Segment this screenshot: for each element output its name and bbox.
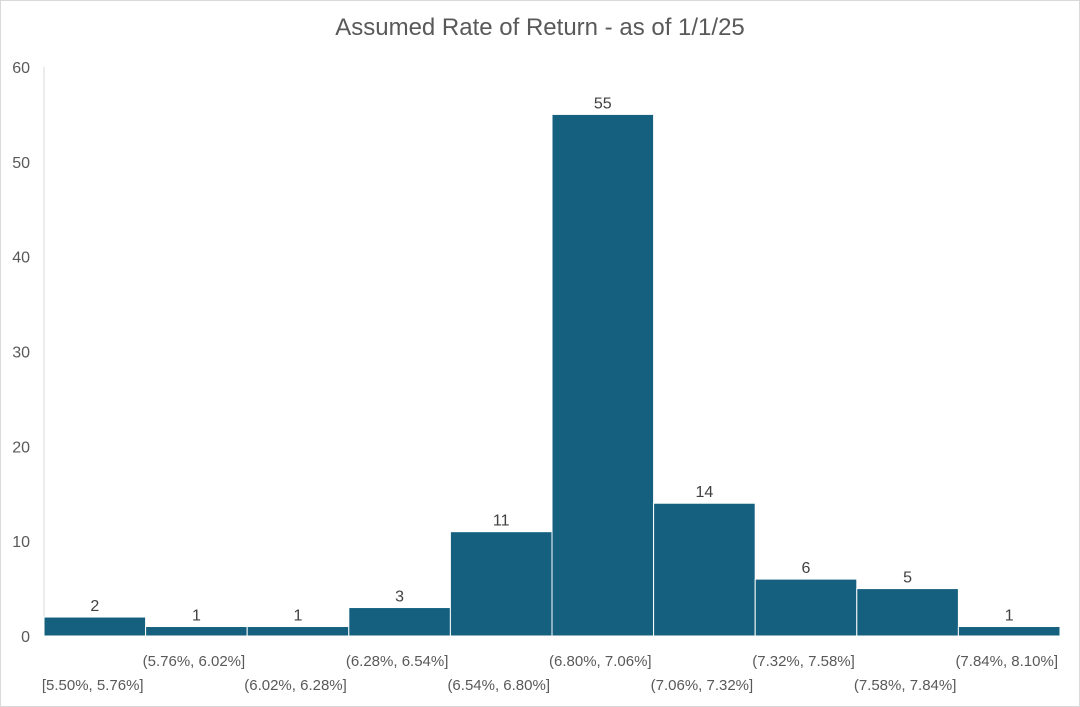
histogram-bar [246, 626, 350, 637]
y-tick-label: 10 [12, 534, 30, 551]
bar-value-label: 11 [493, 513, 510, 530]
bars [43, 113, 1061, 637]
category-label: (7.32%, 7.58%] [752, 653, 855, 670]
bar-value-label: 1 [294, 608, 303, 625]
bar-value-label: 2 [90, 598, 99, 615]
x-axis-labels: [5.50%, 5.76%] (5.76%, 6.02%] (6.02%, 6.28… [42, 653, 1058, 694]
category-label: (5.76%, 6.02%] [143, 653, 246, 670]
bar-value-label: 14 [696, 484, 714, 501]
bar-value-label: 6 [802, 560, 811, 577]
histogram-bar [449, 531, 553, 637]
histogram-bar [957, 626, 1061, 637]
category-label: (6.02%, 6.28%] [244, 677, 347, 694]
y-tick-label: 0 [21, 629, 30, 646]
histogram-bar [348, 607, 451, 637]
histogram-bar [145, 626, 248, 637]
category-label: (6.54%, 6.80%] [447, 677, 550, 694]
y-axis-ticks: 0 10 20 30 40 50 60 [12, 60, 30, 646]
y-tick-label: 60 [12, 60, 30, 77]
category-label: (7.58%, 7.84%] [854, 677, 957, 694]
y-tick-label: 50 [12, 155, 30, 172]
histogram-bar [551, 113, 655, 637]
histogram-bar [856, 588, 959, 637]
chart-title: Assumed Rate of Return - as of 1/1/25 [335, 14, 745, 41]
bar-value-label: 55 [594, 95, 612, 112]
bar-value-label: 5 [903, 570, 912, 587]
histogram-bar [653, 502, 756, 637]
y-tick-label: 20 [12, 439, 30, 456]
category-label: (7.06%, 7.32%] [651, 677, 754, 694]
bar-value-label: 1 [192, 608, 201, 625]
histogram-bar [43, 616, 147, 637]
y-tick-label: 40 [12, 250, 30, 267]
category-label: (6.80%, 7.06%] [549, 653, 652, 670]
category-label: (7.84%, 8.10%] [955, 653, 1058, 670]
category-label: (6.28%, 6.54%] [346, 653, 449, 670]
bar-value-label: 3 [395, 589, 404, 606]
bar-value-label: 1 [1005, 608, 1014, 625]
y-tick-label: 30 [12, 345, 30, 362]
histogram-bar [754, 578, 858, 637]
category-label: [5.50%, 5.76%] [42, 677, 144, 694]
